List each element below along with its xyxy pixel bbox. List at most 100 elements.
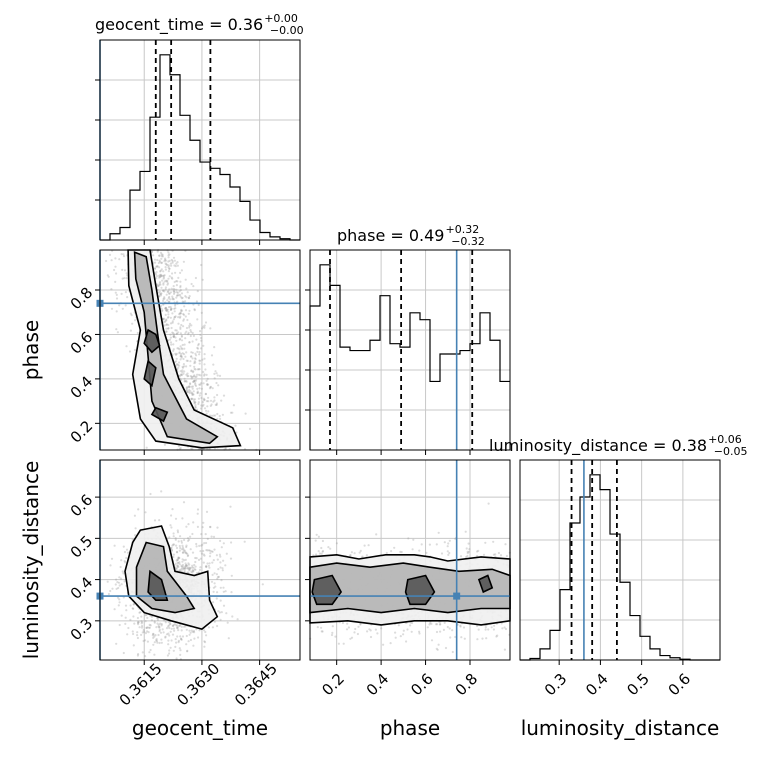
scatter-point xyxy=(430,622,433,626)
scatter-point xyxy=(145,613,148,617)
scatter-point xyxy=(215,402,218,405)
scatter-point xyxy=(207,626,210,629)
scatter-point xyxy=(109,589,112,593)
scatter-point xyxy=(116,596,120,599)
scatter-point xyxy=(153,267,156,270)
scatter-point xyxy=(199,374,202,377)
scatter-point xyxy=(187,312,190,315)
scatter-point xyxy=(314,539,317,542)
contour-level xyxy=(150,406,169,423)
scatter-point xyxy=(172,348,175,351)
scatter-point xyxy=(187,296,190,299)
scatter-point xyxy=(199,333,202,336)
scatter-point xyxy=(137,508,140,511)
scatter-point xyxy=(183,380,186,383)
scatter-point xyxy=(224,590,227,593)
scatter-point xyxy=(134,319,137,322)
scatter-point xyxy=(148,623,151,627)
scatter-point xyxy=(179,345,182,348)
scatter-point xyxy=(184,337,187,340)
scatter-point xyxy=(176,626,179,629)
scatter-point xyxy=(159,631,163,634)
scatter-point xyxy=(191,630,194,634)
scatter-point xyxy=(213,377,216,380)
scatter-point xyxy=(180,308,183,311)
scatter-point xyxy=(114,291,117,294)
scatter-point xyxy=(179,447,182,450)
scatter-point xyxy=(141,631,144,634)
scatter-point xyxy=(186,375,189,378)
x-tick-label: 0.3 xyxy=(541,670,571,700)
scatter-point xyxy=(189,329,192,332)
scatter-point xyxy=(165,633,169,636)
scatter-point xyxy=(185,296,188,299)
scatter-point xyxy=(170,639,173,642)
scatter-point xyxy=(206,405,209,408)
scatter-point xyxy=(186,291,189,294)
scatter-point xyxy=(206,377,209,380)
scatter-point xyxy=(166,316,170,319)
scatter-point xyxy=(177,366,180,369)
scatter-point xyxy=(385,551,388,555)
scatter-point xyxy=(180,353,183,356)
scatter-point xyxy=(163,280,166,283)
scatter-point xyxy=(175,339,178,342)
scatter-point xyxy=(169,341,173,344)
scatter-point xyxy=(205,412,208,415)
scatter-point xyxy=(160,304,163,308)
title-phase: phase = 0.49+0.32 −0.32 xyxy=(337,223,485,248)
scatter-point xyxy=(176,635,179,638)
scatter-point xyxy=(217,575,220,579)
scatter-point xyxy=(209,385,212,388)
scatter-point xyxy=(380,627,383,630)
scatter-point xyxy=(183,343,186,346)
scatter-point xyxy=(158,625,161,628)
scatter-point xyxy=(187,390,190,393)
x-tick-label: 0.4 xyxy=(363,670,393,700)
scatter-point xyxy=(182,318,185,321)
scatter-point xyxy=(145,626,148,630)
scatter-point xyxy=(158,281,162,284)
scatter-point xyxy=(105,259,108,263)
scatter-point xyxy=(177,556,180,559)
scatter-point xyxy=(208,549,211,552)
scatter-point xyxy=(194,382,197,385)
scatter-point xyxy=(164,259,167,262)
scatter-point xyxy=(122,255,126,258)
scatter-point xyxy=(121,268,124,271)
histogram-step-line xyxy=(100,54,300,241)
scatter-point xyxy=(189,360,192,363)
scatter-point xyxy=(179,286,182,289)
scatter-point xyxy=(185,373,188,376)
scatter-point xyxy=(138,611,141,614)
scatter-point xyxy=(191,340,194,343)
scatter-point xyxy=(167,270,170,273)
histogram-bar xyxy=(200,162,210,240)
scatter-point xyxy=(180,374,183,377)
scatter-point xyxy=(124,291,127,294)
scatter-point xyxy=(180,355,183,358)
scatter-point xyxy=(203,645,206,648)
scatter-point xyxy=(123,277,126,280)
scatter-point xyxy=(200,339,203,342)
scatter-point xyxy=(167,315,170,318)
scatter-point xyxy=(174,307,177,310)
scatter-point xyxy=(405,640,408,643)
scatter-point xyxy=(156,250,159,253)
scatter-point xyxy=(194,361,197,364)
scatter-point xyxy=(229,505,232,508)
scatter-point xyxy=(205,549,208,552)
scatter-point xyxy=(162,318,165,321)
scatter-point xyxy=(155,271,158,274)
scatter-point xyxy=(192,334,195,337)
scatter-point xyxy=(176,624,179,627)
scatter-point xyxy=(188,385,191,388)
scatter-point xyxy=(342,642,345,645)
scatter-point xyxy=(119,565,122,569)
scatter-point xyxy=(163,296,166,299)
scatter-point xyxy=(167,621,170,624)
scatter-point xyxy=(225,552,228,555)
scatter-point xyxy=(202,521,205,524)
scatter-point xyxy=(490,626,493,629)
scatter-point xyxy=(172,627,175,630)
